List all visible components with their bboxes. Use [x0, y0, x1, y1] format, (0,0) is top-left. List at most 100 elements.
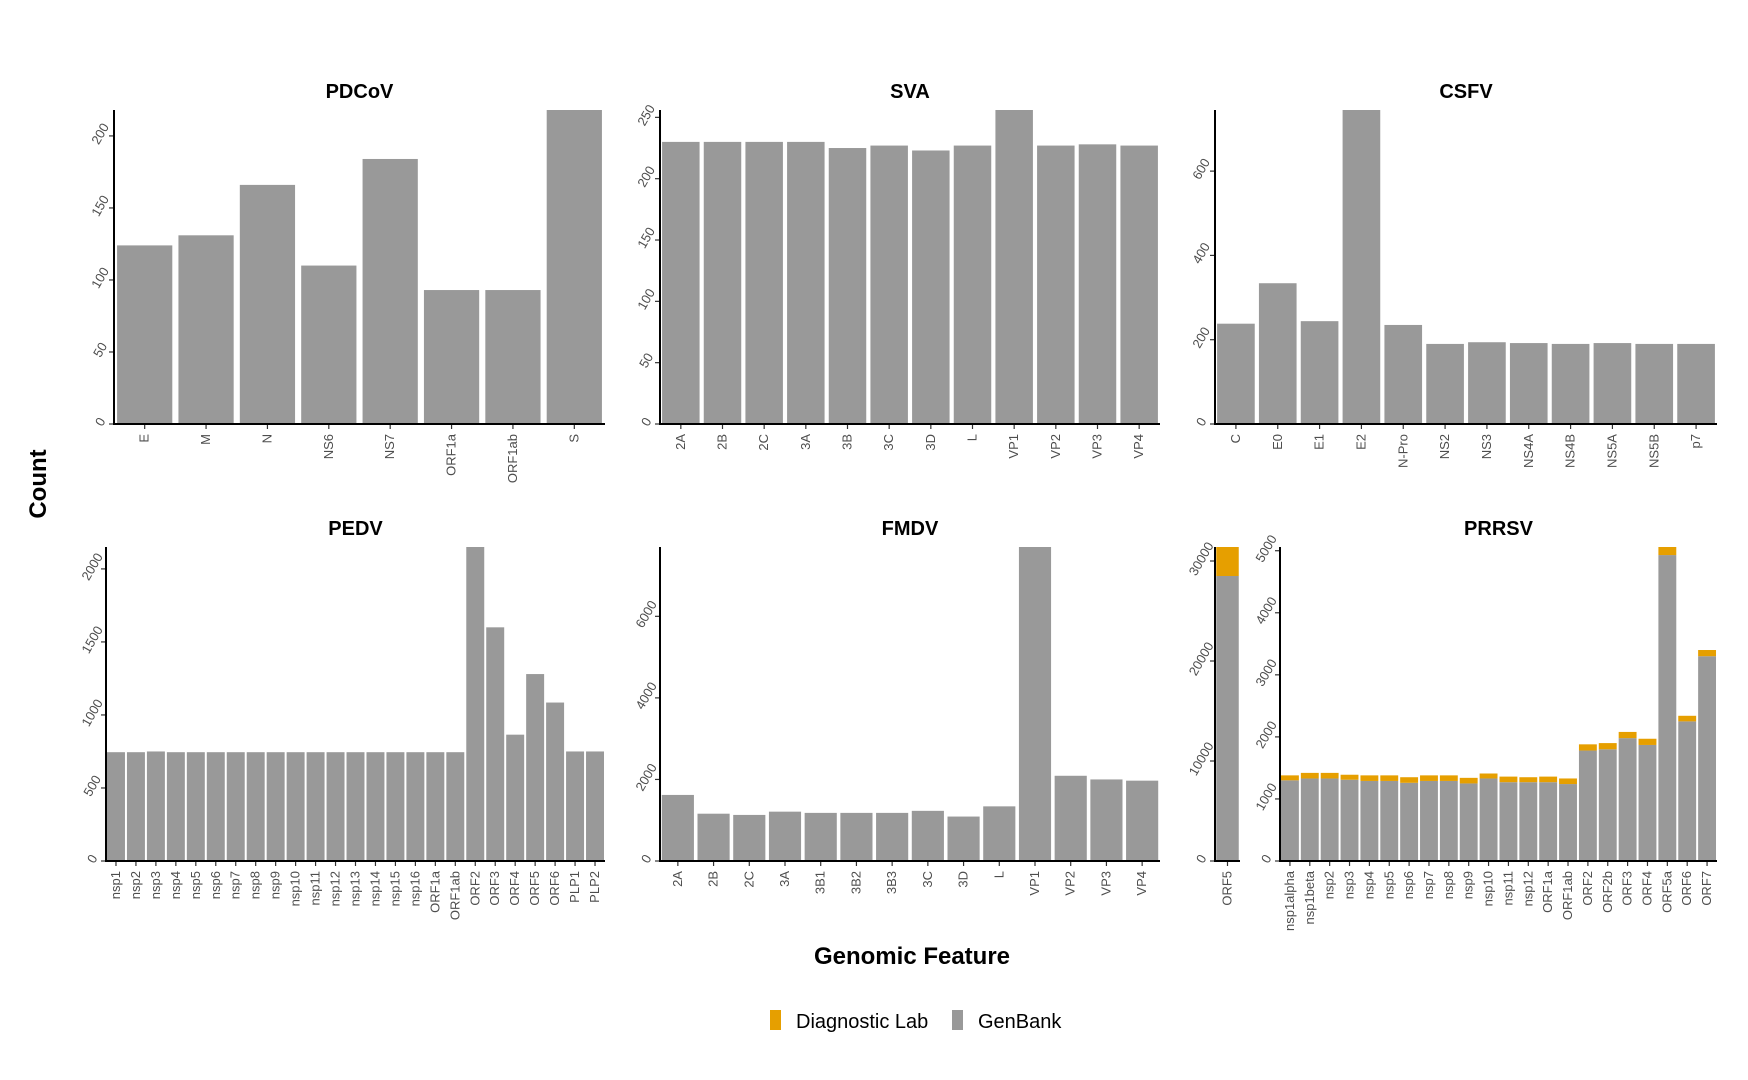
y-tick-label: 3000: [1252, 656, 1279, 689]
bar-diagnostic-lab-nsp5: [1380, 775, 1399, 781]
bar-genbank-2c: [733, 814, 766, 861]
x-tick-label: ORF3: [487, 871, 502, 906]
x-tick-label: nsp16: [407, 871, 422, 906]
bar-genbank-3b1: [804, 812, 837, 861]
bar-genbank-nsp1beta: [1300, 778, 1319, 861]
bar-genbank-plp1: [566, 751, 585, 861]
bar-genbank-vp2: [1037, 145, 1075, 424]
y-tick-label: 2000: [1252, 718, 1279, 751]
bar-genbank-3b: [828, 148, 867, 424]
bar-genbank-vp3: [1078, 144, 1117, 424]
bar-diagnostic-lab-nsp1alpha: [1280, 775, 1299, 781]
y-tick-label: 1000: [78, 696, 105, 729]
bar-genbank-p7: [1677, 343, 1715, 424]
x-tick-label: ORF1a: [427, 870, 442, 913]
y-tick-label: 10000: [1186, 739, 1217, 778]
bar-genbank-orf1ab: [446, 752, 465, 861]
panel-fmdv: FMDV 2A 2B 2C 3A 3B1 3B2 3B3 3C 3D L VP1 VP2 VP3 VP4 0 2…: [632, 518, 1160, 896]
x-tick-label: S: [566, 434, 581, 443]
bar-genbank-orf2: [466, 547, 485, 861]
bar-genbank-vp4: [1120, 145, 1158, 424]
bar-genbank-orf3: [486, 627, 505, 861]
bar-genbank-nsp1: [106, 752, 125, 861]
x-tick-label: ORF5: [527, 871, 542, 906]
bar-genbank-l: [983, 806, 1016, 861]
bar-genbank-3c: [911, 810, 944, 861]
bar-genbank-nsp5: [186, 752, 205, 861]
bar-diagnostic-lab-nsp8: [1439, 775, 1458, 781]
bar-genbank-orf5: [1216, 576, 1239, 861]
bar-genbank-orf4: [1638, 744, 1657, 861]
bar-genbank-orf6: [546, 702, 565, 861]
bar-genbank-nsp11: [1499, 782, 1518, 861]
panel-title: PRRSV: [1464, 518, 1534, 540]
x-tick-label: nsp5: [188, 871, 203, 899]
bar-genbank-nsp8: [246, 752, 265, 861]
bar-genbank-orf3: [1618, 738, 1637, 861]
x-tick-label: NS4A: [1521, 434, 1536, 468]
x-tick-label: nsp9: [1461, 871, 1476, 899]
x-tick-label: nsp2: [128, 871, 143, 899]
bar-genbank-nsp10: [1479, 778, 1498, 861]
bar-diagnostic-lab-orf2b: [1598, 743, 1617, 750]
bar-diagnostic-lab-nsp9: [1459, 777, 1478, 784]
bar-genbank-nsp4: [1360, 780, 1379, 861]
x-tick-label: nsp1alpha: [1282, 870, 1297, 931]
y-tick-label: 50: [636, 350, 656, 370]
x-tick-label: N: [259, 434, 274, 443]
legend-swatch-genbank: [952, 1010, 963, 1030]
bar-genbank-ns6: [301, 265, 357, 424]
bar-genbank-orf7: [1698, 656, 1717, 861]
bar-diagnostic-lab-nsp6: [1400, 777, 1419, 783]
y-tick-label: 50: [90, 340, 110, 360]
x-tick-label: nsp8: [1441, 871, 1456, 899]
x-tick-label: ORF2: [1580, 871, 1595, 906]
bar-genbank-e1: [1300, 321, 1339, 424]
bar-genbank-n: [239, 184, 296, 424]
bar-diagnostic-lab-orf1a: [1539, 776, 1558, 783]
x-tick-label: VP2: [1063, 871, 1078, 896]
x-tick-label: ORF1a: [444, 433, 459, 476]
x-tick-label: ORF7: [1699, 871, 1714, 906]
bar-genbank-nsp12: [326, 752, 345, 861]
panel-title: SVA: [890, 81, 930, 103]
legend: Diagnostic Lab GenBank: [770, 1010, 1062, 1033]
bar-genbank-orf1a: [426, 752, 445, 861]
x-tick-label: ORF1ab: [1560, 871, 1575, 920]
x-tick-label: ORF2b: [1600, 871, 1615, 913]
x-tick-label: VP4: [1134, 871, 1149, 896]
panel-title: PEDV: [328, 518, 383, 540]
bar-genbank-nsp4: [166, 752, 185, 861]
x-tick-label: ORF1ab: [505, 434, 520, 483]
bar-genbank-3b2: [840, 812, 873, 861]
y-tick-label: 600: [1189, 156, 1213, 182]
x-tick-label: nsp7: [1421, 871, 1436, 899]
bar-genbank-nsp8: [1439, 780, 1458, 861]
bar-diagnostic-lab-orf3: [1618, 731, 1637, 739]
bar-genbank-nsp15: [386, 752, 405, 861]
panel-title: CSFV: [1439, 81, 1493, 103]
x-tick-label: nsp6: [208, 871, 223, 899]
x-tick-label: 3C: [920, 871, 935, 888]
x-tick-label: nsp6: [1401, 871, 1416, 899]
y-tick-label: 0: [638, 415, 655, 429]
x-tick-label: 2B: [715, 434, 730, 450]
bar-genbank-ns5a: [1593, 343, 1632, 424]
bar-genbank-ns4b: [1551, 343, 1590, 424]
legend-label-genbank: GenBank: [978, 1011, 1062, 1033]
bar-genbank-nsp2: [126, 752, 145, 861]
x-tick-label: NS5B: [1646, 434, 1661, 468]
x-tick-label: nsp1beta: [1302, 870, 1317, 924]
bar-genbank-n-pro: [1384, 324, 1423, 424]
bar-genbank-orf1a: [1539, 782, 1558, 861]
x-tick-label: E0: [1270, 434, 1285, 450]
x-tick-label: 3A: [777, 871, 792, 887]
legend-label-diagnostic-lab: Diagnostic Lab: [796, 1011, 928, 1033]
x-tick-label: 3A: [798, 434, 813, 450]
bar-genbank-nsp9: [266, 752, 285, 861]
bar-genbank-e2: [1342, 110, 1381, 424]
bar-genbank-3c: [870, 145, 908, 424]
y-tick-label: 0: [1193, 415, 1210, 429]
y-tick-label: 1500: [78, 623, 105, 656]
